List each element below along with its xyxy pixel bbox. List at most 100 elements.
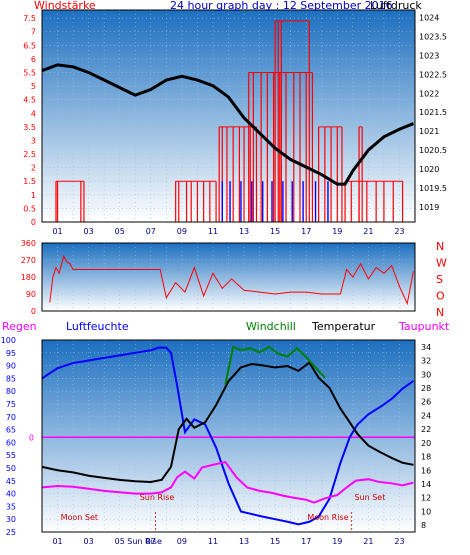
x-tick-label: 01 <box>52 227 62 236</box>
series-taupunkt <box>41 460 414 504</box>
wind-tick-label: 3 <box>31 136 36 145</box>
pressure-tick-label: 1022 <box>419 89 439 98</box>
x-tick-label: 09 <box>177 227 187 236</box>
x-tick-label: 11 <box>208 227 218 236</box>
x-tick-label: 19 <box>332 537 342 546</box>
x-tick-label: 11 <box>208 537 218 546</box>
pressure-tick-label: 1023.5 <box>419 33 447 42</box>
taupunkt-legend: Taupunkt <box>398 320 450 333</box>
luftfeuchte-legend: Luftfeuchte <box>66 320 129 333</box>
humidity-tick-label: 60 <box>6 438 16 447</box>
compass-label: O <box>436 290 445 303</box>
humidity-tick-label: 35 <box>6 502 16 511</box>
direction-panel-frame <box>41 242 416 312</box>
humidity-tick-label: 85 <box>6 374 16 383</box>
pressure-tick-label: 1021.5 <box>419 108 447 117</box>
pressure-line <box>41 63 415 186</box>
x-tick-label: 15 <box>270 537 280 546</box>
regen-legend: Regen <box>2 320 37 333</box>
wind-tick-label: 7 <box>31 28 36 37</box>
humidity-tick-label: 75 <box>6 400 16 409</box>
temp-tick-label: 32 <box>421 357 431 366</box>
wind-panel-frame <box>41 9 416 223</box>
humidity-tick-label: 100 <box>1 336 16 345</box>
temp-panel-frame <box>41 339 416 533</box>
humidity-tick-label: 50 <box>6 464 16 473</box>
pressure-tick-label: 1019.5 <box>419 184 447 193</box>
x-tick-label: 17 <box>301 537 311 546</box>
humidity-tick-label: 70 <box>6 413 16 422</box>
direction-line <box>49 254 414 306</box>
humidity-tick-label: 40 <box>6 490 16 499</box>
annotation-sun-rise: Sun Rise <box>140 493 175 502</box>
wind-tick-label: 1.5 <box>23 177 36 186</box>
temp-tick-label: 14 <box>421 480 431 489</box>
humidity-tick-label: 80 <box>6 387 16 396</box>
wind-tick-label: 4 <box>31 109 36 118</box>
direction-panel-bg <box>42 243 415 311</box>
temp-tick-label: 34 <box>421 343 431 352</box>
humidity-tick-label: 65 <box>6 426 16 435</box>
humidity-tick-label: 25 <box>6 528 16 537</box>
x-tick-label: 05 <box>115 537 125 546</box>
x-tick-label: 23 <box>394 227 404 236</box>
direction-tick-label: 270 <box>21 256 36 265</box>
humidity-tick-label: 30 <box>6 515 16 524</box>
x-tick-label: 01 <box>52 537 62 546</box>
wind-tick-label: 2.5 <box>23 150 36 159</box>
wind-tick-label: 0 <box>31 218 36 227</box>
x-tick-label: 15 <box>270 227 280 236</box>
series-luftfeuchte <box>41 346 415 526</box>
annotation-moon-rise: Moon Rise <box>307 513 348 522</box>
compass-label: W <box>436 257 447 270</box>
annotation-sun-rise-axis: Sun Rise <box>127 537 162 546</box>
wind-tick-label: 2 <box>31 164 36 173</box>
humidity-tick-label: 45 <box>6 477 16 486</box>
pressure-tick-label: 1023 <box>419 51 439 60</box>
direction-tick-label: 0 <box>31 307 36 316</box>
humidity-tick-label: 55 <box>6 451 16 460</box>
compass-label: S <box>436 273 443 286</box>
x-tick-label: 07 <box>146 227 156 236</box>
x-tick-label: 17 <box>301 227 311 236</box>
x-tick-label: 19 <box>332 227 342 236</box>
wind-tick-label: 6 <box>31 55 36 64</box>
humidity-tick-label: 90 <box>6 362 16 371</box>
wind-tick-label: 6.5 <box>23 41 36 50</box>
x-tick-label: 05 <box>115 227 125 236</box>
temp-tick-label: 8 <box>421 521 426 530</box>
wind-tick-label: 7.5 <box>23 14 36 23</box>
wind-tick-label: 1 <box>31 191 36 200</box>
temp-tick-label: 30 <box>421 370 431 379</box>
direction-tick-label: 90 <box>26 290 36 299</box>
x-tick-label: 09 <box>177 537 187 546</box>
x-tick-label: 21 <box>363 537 373 546</box>
wind-tick-label: 5.5 <box>23 69 36 78</box>
compass-label: N <box>436 240 444 253</box>
temp-tick-label: 18 <box>421 453 431 462</box>
pressure-tick-label: 1019 <box>419 203 439 212</box>
chart-title: 24 hour graph day : 12 September 2016 <box>170 0 393 12</box>
temp-tick-label: 22 <box>421 425 431 434</box>
annotation-sun-set: Sun Set <box>354 493 385 502</box>
pressure-tick-label: 1020.5 <box>419 146 447 155</box>
x-tick-label: 13 <box>239 227 249 236</box>
x-tick-label: 21 <box>363 227 373 236</box>
pressure-tick-label: 1022.5 <box>419 70 447 79</box>
x-tick-label: 23 <box>394 537 404 546</box>
compass-label: N <box>436 306 444 319</box>
wind-legend: Windstärke <box>34 0 96 12</box>
temp-tick-label: 12 <box>421 494 431 503</box>
x-tick-label: 13 <box>239 537 249 546</box>
wind-tick-label: 4.5 <box>23 96 36 105</box>
wind-tick-label: 0.5 <box>23 204 36 213</box>
humidity-tick-label: 95 <box>6 349 16 358</box>
temp-tick-label: 20 <box>421 439 431 448</box>
pressure-tick-label: 1024 <box>419 14 439 23</box>
wind-tick-label: 3.5 <box>23 123 36 132</box>
temp-tick-label: 10 <box>421 507 431 516</box>
x-tick-label: 07 <box>146 537 156 546</box>
x-tick-label: 03 <box>84 537 94 546</box>
